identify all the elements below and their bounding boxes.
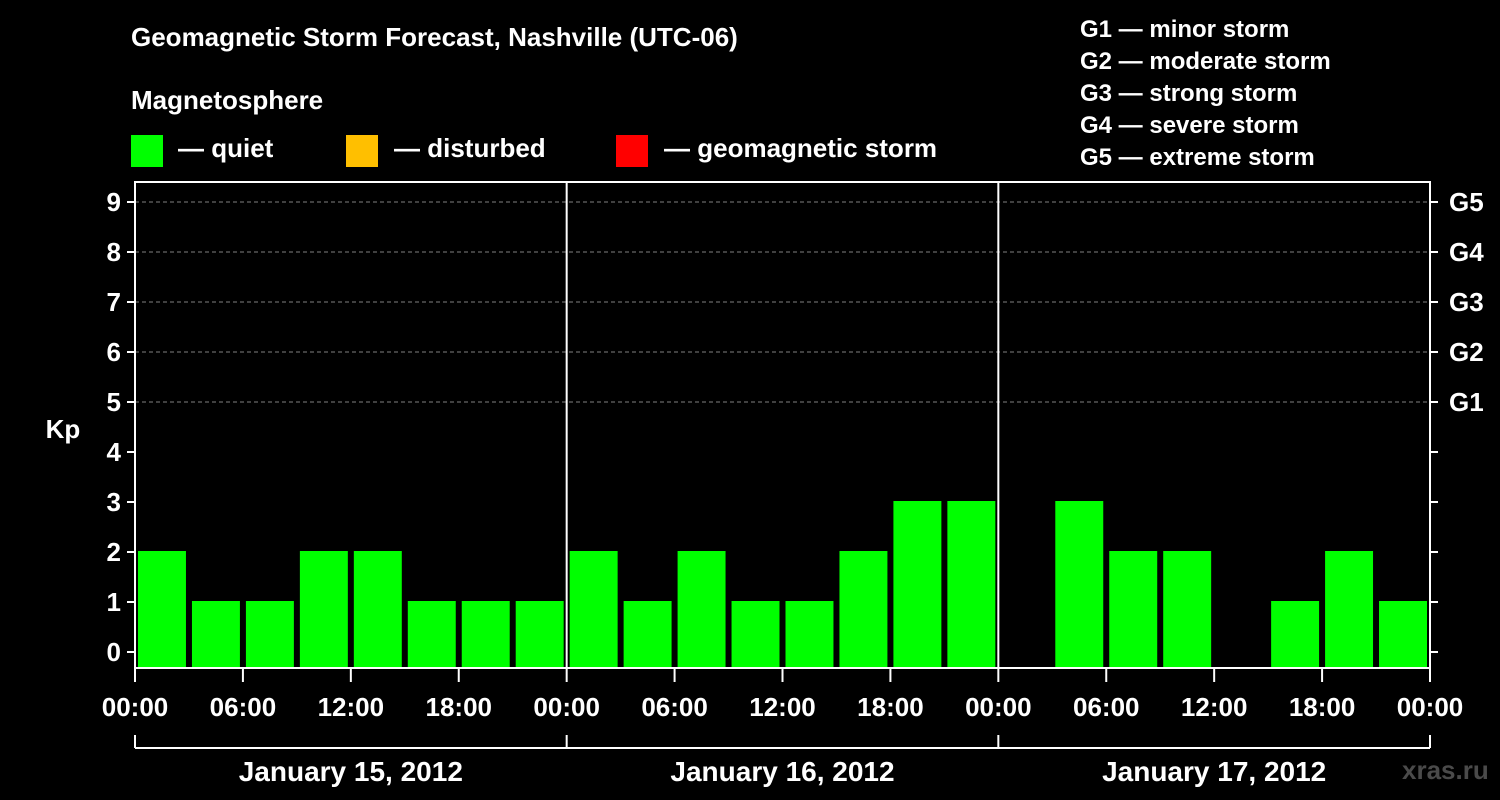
kp-bar [1379,601,1427,668]
y-tick-label: 8 [107,237,121,267]
kp-bar [1325,551,1374,668]
x-tick-label: 18:00 [857,692,924,722]
kp-bar [515,601,564,668]
kp-bar [1163,551,1212,668]
kp-bar [731,601,780,668]
g-scale-g5: G5 — extreme storm [1080,144,1315,171]
legend-swatch-disturbed [346,135,378,167]
kp-bar [677,551,726,668]
y-tick-label: 4 [107,437,122,467]
g-scale-g4: G4 — severe storm [1080,112,1299,139]
y-tick-label: 0 [107,637,121,667]
kp-bar [353,551,402,668]
legend-label-disturbed: — disturbed [394,133,546,163]
y-axis-label: Kp [46,414,81,444]
kp-bar [461,601,510,668]
y-tick-label: 5 [107,387,121,417]
kp-bar [623,601,672,668]
kp-bar [947,501,996,668]
page-title: Geomagnetic Storm Forecast, Nashville (U… [131,22,738,52]
kp-bar [1271,601,1320,668]
legend-title: Magnetosphere [131,85,324,115]
kp-bar [407,601,456,668]
legend-swatch-quiet [131,135,163,167]
x-tick-label: 00:00 [533,692,600,722]
kp-bar [893,501,942,668]
kp-bar [1109,551,1158,668]
g-level-label: G4 [1449,237,1484,267]
kp-bar [191,601,240,668]
x-tick-label: 12:00 [1181,692,1248,722]
kp-bar [245,601,294,668]
g-level-label: G1 [1449,387,1484,417]
kp-bar [839,551,888,668]
day-label: January 16, 2012 [670,756,894,787]
g-level-label: G5 [1449,187,1484,217]
day-label: January 17, 2012 [1102,756,1326,787]
x-tick-label: 12:00 [318,692,385,722]
y-tick-label: 1 [107,587,121,617]
day-label: January 15, 2012 [239,756,463,787]
g-level-label: G3 [1449,287,1484,317]
kp-bar [138,551,186,668]
g-scale-g3: G3 — strong storm [1080,80,1298,107]
watermark: xras.ru [1402,755,1489,785]
x-tick-label: 18:00 [1289,692,1356,722]
x-tick-label: 12:00 [749,692,816,722]
g-level-label: G2 [1449,337,1484,367]
g-scale-g2: G2 — moderate storm [1080,48,1331,75]
kp-bar [299,551,348,668]
x-tick-label: 06:00 [641,692,708,722]
x-tick-label: 06:00 [210,692,277,722]
g-scale-g1: G1 — minor storm [1080,16,1290,43]
x-tick-label: 00:00 [102,692,169,722]
y-tick-label: 9 [107,187,121,217]
y-tick-label: 7 [107,287,121,317]
x-tick-label: 00:00 [1397,692,1464,722]
legend-label-quiet: — quiet [178,133,274,163]
x-tick-label: 06:00 [1073,692,1140,722]
x-tick-label: 18:00 [426,692,493,722]
y-tick-label: 3 [107,487,121,517]
kp-bar [1055,501,1104,668]
legend-label-storm: — geomagnetic storm [664,133,938,163]
kp-bar [785,601,834,668]
kp-bar [569,551,618,668]
legend-swatch-storm [616,135,648,167]
y-tick-label: 6 [107,337,121,367]
x-tick-label: 00:00 [965,692,1032,722]
y-tick-label: 2 [107,537,121,567]
